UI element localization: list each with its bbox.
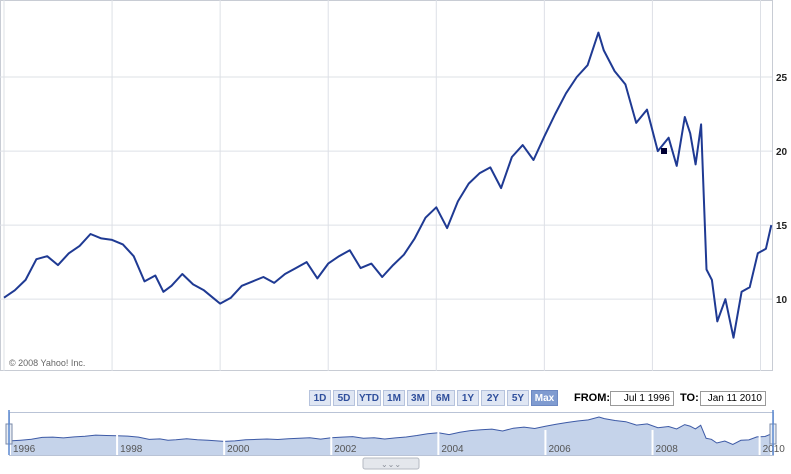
navigator-year-label: 1996 bbox=[13, 444, 36, 455]
navigator-chart[interactable]: 1996 1998 2000 2002 2004 2006 2008 2010 ⌄⌄⌄ bbox=[0, 410, 791, 474]
navigator-scrollbar[interactable] bbox=[362, 457, 420, 470]
navigator-labels: 1996 1998 2000 2002 2004 2006 2008 2010 bbox=[9, 430, 786, 455]
range-button-2y[interactable]: 2Y bbox=[481, 390, 505, 406]
from-date-field[interactable]: Jul 1 1996 bbox=[610, 391, 674, 406]
navigator-year-label: 2010 bbox=[763, 444, 786, 455]
navigator-year-label: 2000 bbox=[227, 444, 250, 455]
y-tick-label: 10 bbox=[776, 295, 788, 306]
gridlines bbox=[0, 0, 772, 371]
to-label: TO: bbox=[680, 392, 699, 404]
price-line bbox=[3, 31, 773, 339]
current-point-marker bbox=[661, 148, 667, 154]
navigator-year-label: 1998 bbox=[120, 444, 143, 455]
range-button-6m[interactable]: 6M bbox=[431, 390, 455, 406]
copyright-text: © 2008 Yahoo! Inc. bbox=[9, 358, 86, 368]
navigator-year-label: 2006 bbox=[548, 444, 571, 455]
y-tick-label: 15 bbox=[776, 221, 788, 232]
scrollbar-grip: ⌄⌄⌄ bbox=[381, 460, 401, 469]
range-button-5d[interactable]: 5D bbox=[333, 390, 355, 406]
x-axis-strip bbox=[0, 371, 773, 385]
range-button-max[interactable]: Max bbox=[531, 390, 558, 406]
navigator-year-label: 2004 bbox=[441, 444, 464, 455]
range-button-3m[interactable]: 3M bbox=[407, 390, 429, 406]
from-label: FROM: bbox=[574, 392, 611, 404]
to-date-field[interactable]: Jan 11 2010 bbox=[700, 391, 766, 406]
plot-border bbox=[0, 0, 773, 371]
y-tick-label: 25 bbox=[776, 73, 788, 84]
navigator-year-label: 2002 bbox=[334, 444, 357, 455]
navigator-area bbox=[10, 417, 771, 455]
range-button-5y[interactable]: 5Y bbox=[507, 390, 529, 406]
range-button-ytd[interactable]: YTD bbox=[357, 390, 381, 406]
y-axis-ticks: 10 15 20 25 bbox=[776, 73, 788, 306]
range-button-1m[interactable]: 1M bbox=[383, 390, 405, 406]
range-button-1y[interactable]: 1Y bbox=[457, 390, 479, 406]
navigator-year-label: 2008 bbox=[656, 444, 679, 455]
navigator-line bbox=[9, 416, 771, 446]
range-button-1d[interactable]: 1D bbox=[309, 390, 331, 406]
y-tick-label: 20 bbox=[776, 147, 788, 158]
